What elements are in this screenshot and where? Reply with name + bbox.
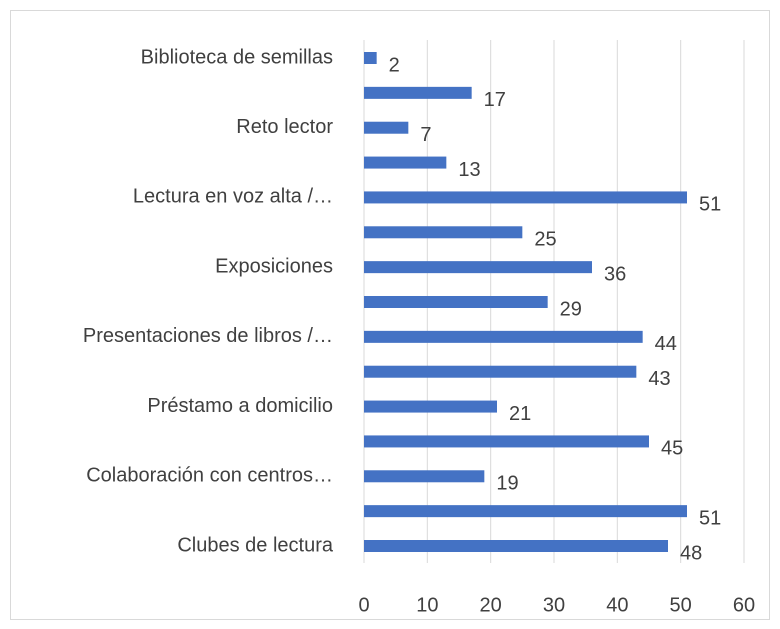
bar	[364, 400, 497, 413]
x-tick-label: 20	[480, 594, 502, 616]
x-tick-label: 0	[358, 594, 369, 616]
y-tick-label: Biblioteca de semillas	[141, 46, 333, 68]
data-label: 44	[655, 333, 677, 355]
data-label: 7	[420, 124, 431, 146]
data-label: 2	[389, 54, 400, 76]
x-tick-label: 30	[543, 594, 565, 616]
data-label: 13	[458, 159, 480, 181]
bar	[364, 156, 447, 169]
bar	[364, 86, 472, 99]
y-tick-label: Exposiciones	[215, 255, 333, 277]
data-label: 36	[604, 263, 626, 285]
data-label: 43	[648, 368, 670, 390]
x-tick-label: 10	[416, 594, 438, 616]
bar	[364, 296, 548, 308]
x-tick-label: 60	[733, 594, 755, 616]
bar	[364, 52, 377, 64]
bar	[364, 261, 592, 274]
bar	[364, 505, 687, 518]
y-tick-label: Lectura en voz alta /…	[133, 186, 333, 208]
bar	[364, 191, 687, 204]
bar	[364, 435, 649, 448]
data-label: 45	[661, 438, 683, 460]
data-label: 51	[699, 194, 721, 216]
y-tick-label: Colaboración con centros…	[86, 465, 333, 487]
data-label: 21	[509, 403, 531, 425]
data-label: 29	[560, 298, 582, 320]
bar	[364, 330, 643, 343]
x-tick-label: 50	[670, 594, 692, 616]
bar	[364, 226, 523, 239]
bar	[364, 540, 668, 552]
bar	[364, 470, 485, 483]
data-label: 19	[496, 473, 518, 495]
data-label: 17	[484, 89, 506, 111]
x-tick-label: 40	[606, 594, 628, 616]
y-tick-label: Préstamo a domicilio	[147, 395, 333, 417]
data-label: 51	[699, 507, 721, 529]
chart-border	[10, 10, 770, 620]
data-label: 48	[680, 542, 702, 564]
bar	[364, 365, 637, 378]
y-tick-label: Presentaciones de libros /…	[83, 325, 333, 347]
data-label: 25	[534, 229, 556, 251]
y-tick-label: Clubes de lectura	[177, 534, 334, 556]
y-tick-label: Reto lector	[236, 116, 333, 138]
bar	[364, 121, 409, 134]
